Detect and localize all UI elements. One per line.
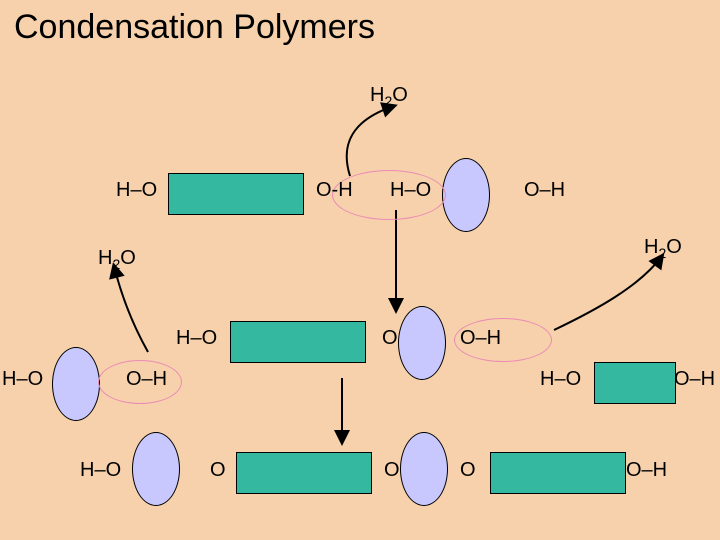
- arrow-h2o-left: [114, 266, 148, 352]
- h2o-right: H2O: [644, 236, 682, 261]
- rect-r2b: [594, 362, 676, 404]
- r2a-OH: O–H: [460, 327, 501, 350]
- oval-r3a: [132, 432, 180, 506]
- r2a-HO: H–O: [176, 327, 217, 350]
- r1-OH-mid: O-H: [316, 179, 353, 202]
- r2a-O: O: [382, 327, 398, 350]
- arrow-h2o-right: [554, 256, 662, 330]
- oval-r2a: [398, 306, 446, 380]
- r2b-OH-b: O–H: [674, 368, 715, 391]
- rect-r3a: [236, 452, 372, 494]
- r1-HO-right: H–O: [390, 179, 431, 202]
- oval-r3b: [400, 432, 448, 506]
- r3-OH: O–H: [626, 459, 667, 482]
- r3-O-c: O: [460, 459, 476, 482]
- r3-HO: H–O: [80, 459, 121, 482]
- r1-HO-left: H–O: [116, 179, 157, 202]
- arrow-h2o-top: [347, 106, 394, 176]
- r2b-HO-right: H–O: [540, 368, 581, 391]
- r3-O-b: O: [384, 459, 400, 482]
- r2b-OH-a: O–H: [126, 368, 167, 391]
- rect-r1: [168, 173, 304, 215]
- rect-r2a: [230, 321, 366, 363]
- rect-r3b: [490, 452, 626, 494]
- h2o-left: H2O: [98, 247, 136, 272]
- h2o-top: H2O: [370, 84, 408, 109]
- r3-O-a: O: [210, 459, 226, 482]
- oval-r1: [442, 158, 490, 232]
- oval-r2b: [52, 347, 100, 421]
- page-title: Condensation Polymers: [14, 8, 375, 47]
- r1-OH-end: O–H: [524, 179, 565, 202]
- r2b-HO-left: H–O: [2, 368, 43, 391]
